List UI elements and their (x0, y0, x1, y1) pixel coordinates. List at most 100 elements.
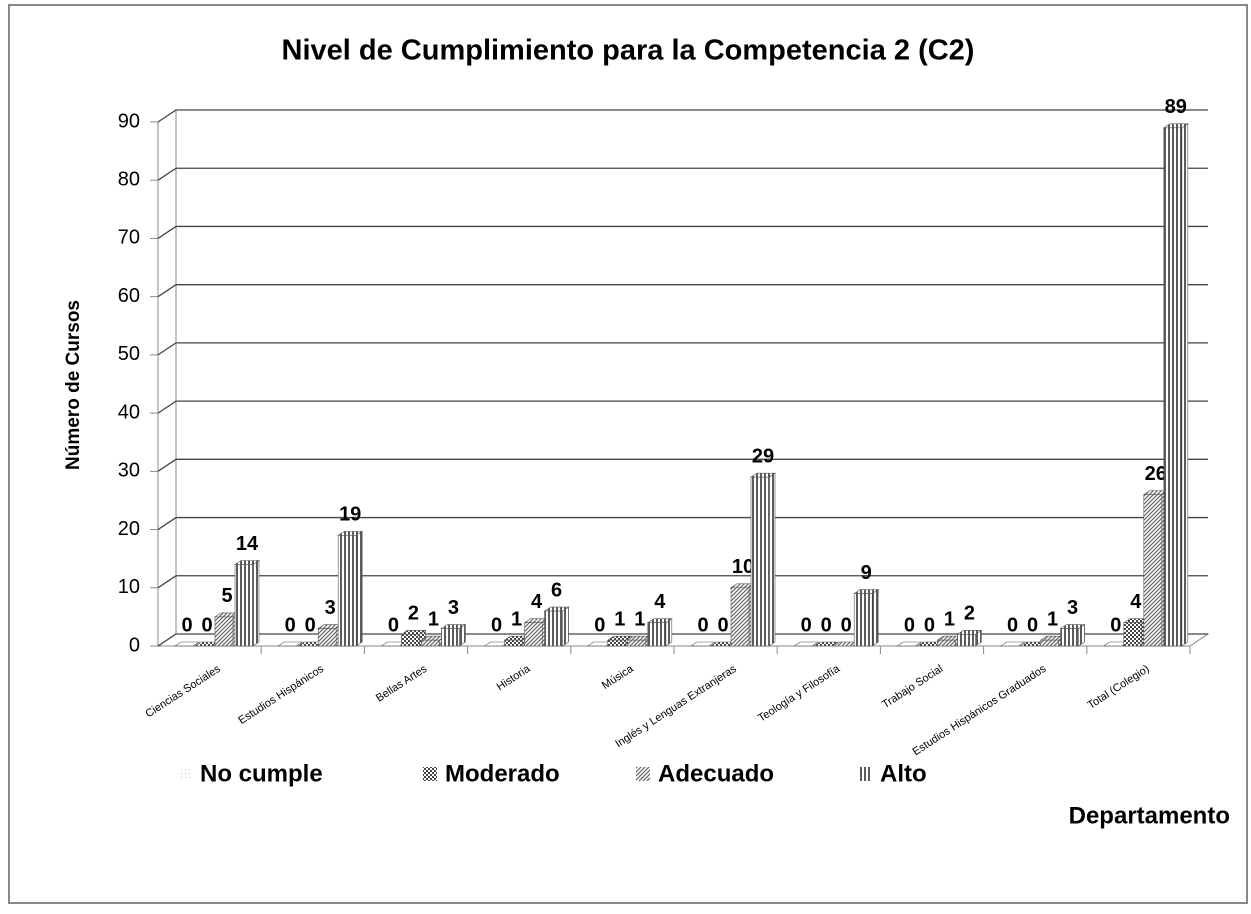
data-label: 4 (531, 591, 543, 613)
data-label: 3 (325, 597, 336, 619)
data-label: 0 (1007, 614, 1018, 636)
data-label: 0 (1110, 614, 1121, 636)
bar-top (277, 641, 304, 647)
bar-top (793, 641, 820, 647)
data-label: 0 (904, 614, 915, 636)
data-label: 5 (221, 585, 232, 607)
legend-label: No cumple (200, 760, 323, 787)
y-tick-label: 80 (118, 169, 140, 191)
data-label: 10 (732, 556, 754, 578)
data-label: 0 (305, 614, 316, 636)
grid-line (157, 167, 1208, 181)
y-tick-label: 0 (129, 634, 140, 656)
bar (337, 535, 357, 647)
bar-3d (690, 641, 716, 647)
legend-label: Moderado (445, 760, 560, 787)
bar (441, 628, 460, 647)
legend-swatch (858, 767, 872, 781)
bar-3d (1059, 623, 1086, 647)
data-label: 0 (801, 614, 812, 636)
legend-label: Adecuado (658, 760, 774, 787)
bar-3d (646, 618, 673, 647)
data-label: 19 (339, 504, 361, 526)
data-label: 1 (614, 608, 625, 630)
data-label: 0 (181, 614, 192, 636)
legend-swatch (178, 767, 192, 781)
bar-3d (234, 559, 260, 647)
bar (937, 639, 956, 647)
bar-3d (440, 623, 467, 647)
data-label: 0 (201, 614, 212, 636)
data-label: 0 (924, 614, 935, 636)
grid-line (157, 516, 1208, 531)
y-tick-label: 20 (118, 518, 140, 540)
bar (401, 634, 420, 647)
bar-side (1181, 123, 1189, 647)
data-label: 1 (944, 608, 955, 630)
data-label: 9 (861, 562, 872, 584)
data-label: 14 (236, 533, 259, 555)
bar (1123, 622, 1143, 647)
data-label: 0 (841, 614, 852, 636)
bar (317, 628, 337, 647)
bar-3d (813, 641, 840, 647)
grid-line (157, 284, 1208, 298)
data-label: 0 (285, 614, 296, 636)
y-tick-label: 90 (118, 110, 140, 132)
chart-title: Nivel de Cumplimiento para la Competenci… (282, 35, 975, 67)
grid-line (157, 109, 1208, 123)
grid-line (157, 458, 1208, 472)
bar-3d (896, 641, 923, 647)
bar (853, 593, 873, 647)
bar (607, 639, 627, 647)
data-label: 4 (1130, 591, 1142, 613)
bar (647, 622, 667, 647)
bar-top (999, 641, 1026, 647)
bar-side (355, 530, 363, 647)
y-tick-label: 60 (118, 285, 140, 307)
bar (957, 634, 976, 647)
data-label: 2 (964, 603, 975, 625)
bar (524, 622, 543, 647)
bar-side (768, 472, 776, 647)
bar (214, 616, 234, 647)
data-label: 0 (697, 614, 708, 636)
y-axis-label: Número de Cursos (63, 300, 84, 470)
bar-3d (337, 530, 364, 647)
grid-line (157, 225, 1208, 239)
bar-3d (543, 606, 570, 647)
data-label: 1 (428, 608, 439, 630)
frame (8, 4, 1248, 904)
legend-label: Alto (880, 760, 927, 787)
data-label: 26 (1145, 463, 1167, 485)
bar (234, 564, 254, 647)
data-label: 1 (1047, 608, 1058, 630)
bar-3d (956, 629, 983, 647)
y-tick-label: 70 (118, 227, 140, 249)
bar-3d (174, 641, 200, 647)
data-label: 4 (654, 591, 666, 613)
grid-line (157, 400, 1208, 414)
y-tick-label: 30 (118, 460, 140, 482)
bar-top (813, 641, 840, 647)
bar (730, 587, 750, 647)
data-label: 1 (511, 608, 522, 630)
y-tick-label: 50 (118, 343, 140, 365)
bar-3d (214, 612, 240, 647)
bar-side (252, 559, 260, 647)
bar (1143, 494, 1163, 647)
data-label: 0 (717, 614, 728, 636)
data-label: 29 (752, 445, 774, 467)
bar-side (665, 618, 673, 647)
bar (750, 476, 770, 647)
data-label: 3 (1067, 597, 1078, 619)
bar-side (871, 589, 879, 647)
bar-3d (1162, 123, 1189, 647)
bar (627, 639, 647, 647)
bar-3d (750, 472, 776, 647)
legend-swatch (423, 767, 437, 781)
bar-top (174, 641, 200, 647)
bar (504, 639, 523, 647)
data-label: 0 (491, 614, 502, 636)
